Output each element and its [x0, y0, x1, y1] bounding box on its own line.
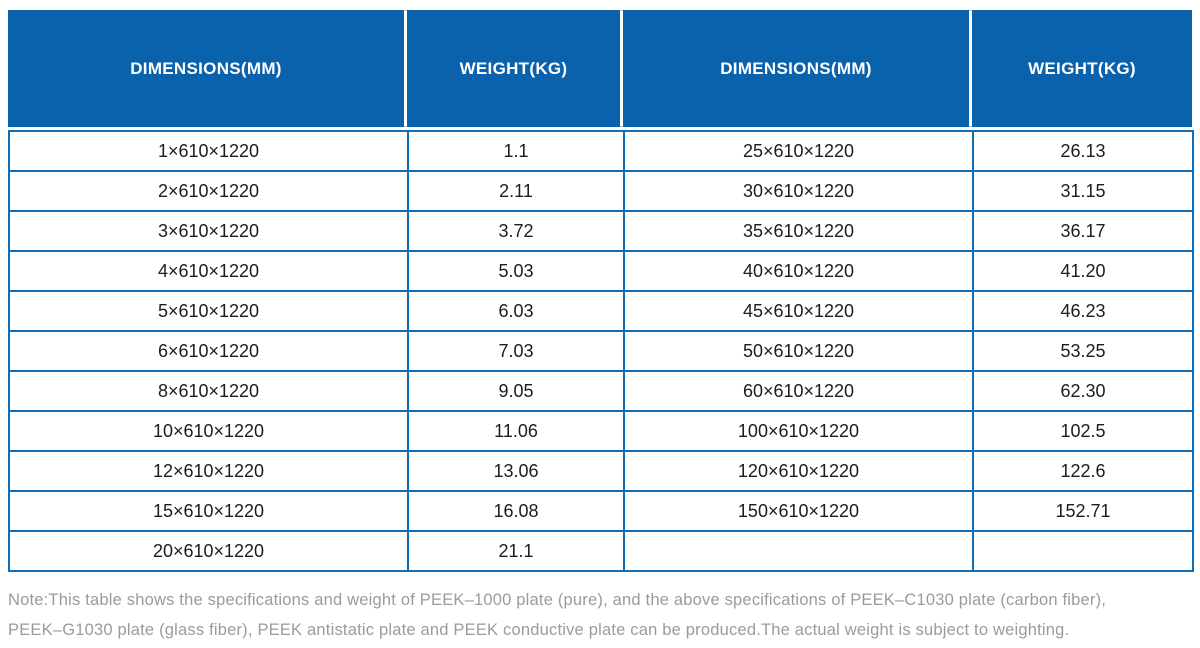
table-cell: 120×610×1220: [623, 450, 974, 492]
table-cell: 25×610×1220: [623, 130, 974, 172]
table-cell: 30×610×1220: [623, 170, 974, 212]
table-cell: 21.1: [407, 530, 625, 572]
table-cell: 41.20: [972, 250, 1194, 292]
table-cell: 31.15: [972, 170, 1194, 212]
table-cell: 150×610×1220: [623, 490, 974, 532]
table-cell: 2×610×1220: [8, 170, 409, 212]
table-cell: 12×610×1220: [8, 450, 409, 492]
table-cell: [623, 530, 974, 572]
header-cell-dimensions-left: DIMENSIONS(MM): [8, 10, 404, 127]
footnote-line-1: Note:This table shows the specifications…: [8, 591, 1107, 609]
table-row: 8×610×1220 9.05 60×610×1220 62.30: [8, 370, 1194, 412]
table-cell: 100×610×1220: [623, 410, 974, 452]
table-header-row: DIMENSIONS(MM) WEIGHT(KG) DIMENSIONS(MM)…: [8, 10, 1192, 127]
table-cell: 102.5: [972, 410, 1194, 452]
table-cell: 8×610×1220: [8, 370, 409, 412]
table-cell: 26.13: [972, 130, 1194, 172]
table-cell: 122.6: [972, 450, 1194, 492]
table-cell: 4×610×1220: [8, 250, 409, 292]
table-cell: 7.03: [407, 330, 625, 372]
table-cell: 3.72: [407, 210, 625, 252]
table-cell: 3×610×1220: [8, 210, 409, 252]
table-cell: [972, 530, 1194, 572]
table-row: 6×610×1220 7.03 50×610×1220 53.25: [8, 330, 1194, 372]
table-cell: 36.17: [972, 210, 1194, 252]
table-cell: 5.03: [407, 250, 625, 292]
table-cell: 152.71: [972, 490, 1194, 532]
table-row: 5×610×1220 6.03 45×610×1220 46.23: [8, 290, 1194, 332]
table-cell: 5×610×1220: [8, 290, 409, 332]
table-cell: 13.06: [407, 450, 625, 492]
table-cell: 9.05: [407, 370, 625, 412]
table-cell: 60×610×1220: [623, 370, 974, 412]
footnote-line-2: PEEK–G1030 plate (glass fiber), PEEK ant…: [8, 621, 1070, 639]
table-row: 10×610×1220 11.06 100×610×1220 102.5: [8, 410, 1194, 452]
table-cell: 16.08: [407, 490, 625, 532]
table-cell: 6.03: [407, 290, 625, 332]
footnote: Note:This table shows the specifications…: [8, 585, 1192, 645]
table-row: 12×610×1220 13.06 120×610×1220 122.6: [8, 450, 1194, 492]
table-cell: 35×610×1220: [623, 210, 974, 252]
table-cell: 46.23: [972, 290, 1194, 332]
table-cell: 20×610×1220: [8, 530, 409, 572]
table-cell: 15×610×1220: [8, 490, 409, 532]
table-cell: 10×610×1220: [8, 410, 409, 452]
spec-table: 1×610×1220 1.1 25×610×1220 26.13 2×610×1…: [8, 130, 1194, 572]
table-cell: 50×610×1220: [623, 330, 974, 372]
table-row: 2×610×1220 2.11 30×610×1220 31.15: [8, 170, 1194, 212]
header-cell-dimensions-right: DIMENSIONS(MM): [623, 10, 969, 127]
table-cell: 1.1: [407, 130, 625, 172]
table-cell: 11.06: [407, 410, 625, 452]
table-row: 1×610×1220 1.1 25×610×1220 26.13: [8, 130, 1194, 172]
table-cell: 53.25: [972, 330, 1194, 372]
table-cell: 1×610×1220: [8, 130, 409, 172]
table-cell: 40×610×1220: [623, 250, 974, 292]
table-row: 15×610×1220 16.08 150×610×1220 152.71: [8, 490, 1194, 532]
table-cell: 62.30: [972, 370, 1194, 412]
header-cell-weight-left: WEIGHT(KG): [407, 10, 620, 127]
table-cell: 6×610×1220: [8, 330, 409, 372]
table-row: 20×610×1220 21.1: [8, 530, 1194, 572]
table-row: 3×610×1220 3.72 35×610×1220 36.17: [8, 210, 1194, 252]
table-row: 4×610×1220 5.03 40×610×1220 41.20: [8, 250, 1194, 292]
header-cell-weight-right: WEIGHT(KG): [972, 10, 1192, 127]
table-cell: 2.11: [407, 170, 625, 212]
table-cell: 45×610×1220: [623, 290, 974, 332]
